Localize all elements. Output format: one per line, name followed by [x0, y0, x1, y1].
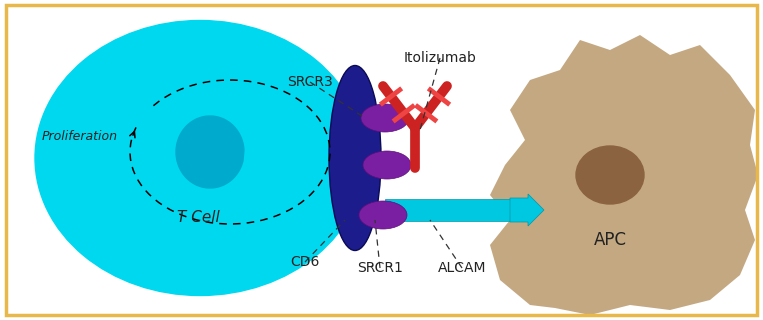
- Text: T Cell: T Cell: [176, 211, 220, 226]
- Text: SRCR3: SRCR3: [287, 75, 333, 89]
- Text: ALCAM: ALCAM: [438, 261, 486, 275]
- Ellipse shape: [359, 201, 407, 229]
- Ellipse shape: [35, 20, 365, 295]
- Polygon shape: [490, 35, 758, 315]
- Text: Itolizumab: Itolizumab: [404, 51, 476, 65]
- Text: CD6: CD6: [290, 255, 320, 269]
- Polygon shape: [176, 116, 244, 188]
- FancyArrow shape: [510, 194, 544, 226]
- Ellipse shape: [361, 104, 409, 132]
- Text: APC: APC: [594, 231, 626, 249]
- FancyBboxPatch shape: [385, 199, 510, 221]
- Text: SRCR1: SRCR1: [357, 261, 403, 275]
- Ellipse shape: [363, 151, 411, 179]
- Ellipse shape: [329, 66, 381, 251]
- Text: Proliferation: Proliferation: [42, 130, 118, 142]
- Ellipse shape: [576, 146, 644, 204]
